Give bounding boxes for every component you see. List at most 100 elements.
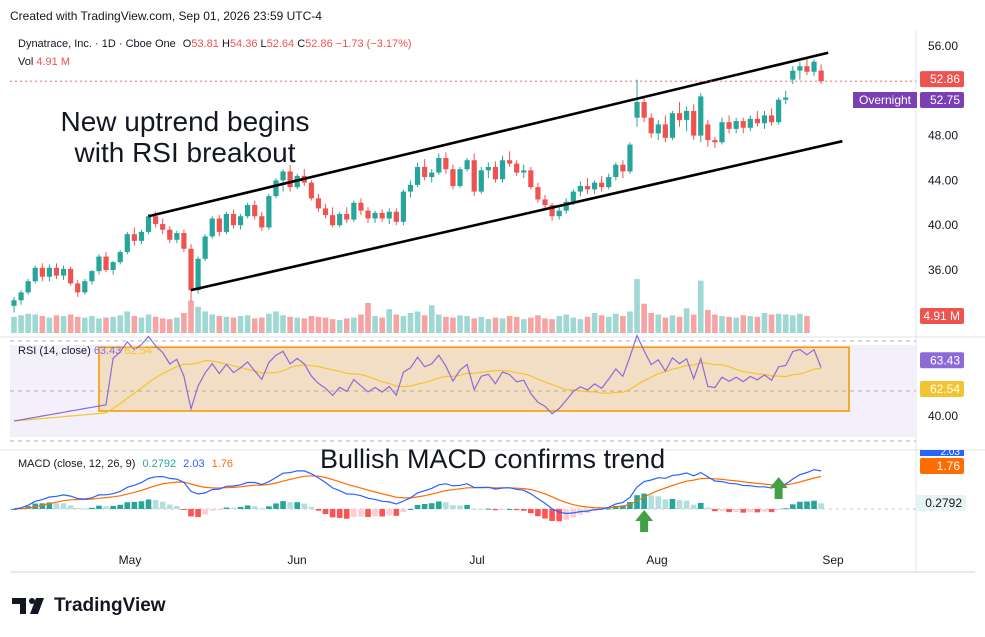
candle-body [53, 267, 60, 276]
volume-legend[interactable]: Vol 4.91 M [18, 56, 70, 68]
volume-tag: 4.91 M [923, 309, 960, 323]
volume-bar [386, 309, 393, 333]
candle-body [726, 122, 732, 129]
volume-bar [705, 309, 711, 333]
macd-histogram-bar [754, 509, 761, 513]
volume-bar [11, 316, 17, 333]
candle-body [521, 170, 527, 173]
candle-body [422, 166, 428, 178]
macd-histogram-bar [634, 495, 640, 509]
volume-bar [605, 316, 612, 333]
macd-histogram-bar [308, 506, 315, 509]
volume-bar [726, 316, 732, 333]
volume-bar [520, 319, 527, 333]
volume-bar [775, 313, 782, 333]
volume-bar [209, 314, 216, 333]
hist-value: 0.2792 [142, 458, 177, 470]
tradingview-logo-icon [12, 598, 44, 614]
macd-histogram-bar [471, 508, 477, 510]
uptrend-annotation: New uptrend begins with RSI breakout [52, 106, 318, 168]
volume-bar [613, 313, 619, 333]
candle-body [719, 122, 725, 143]
volume-bar [216, 316, 223, 333]
macd-legend[interactable]: MACD (close, 12, 26, 9) 0.2792 2.03 1.76 [18, 458, 233, 470]
volume-bar [697, 280, 704, 333]
candle-body [747, 118, 753, 128]
macd-histogram-bar [542, 509, 548, 519]
macd-histogram-bar [53, 503, 60, 509]
volume-bar [96, 318, 102, 333]
macd-histogram-bar [386, 509, 393, 516]
volume-bar [542, 318, 548, 333]
candle-body [400, 191, 406, 222]
macd-histogram-bar [690, 504, 697, 509]
candle-body [195, 258, 201, 291]
rsi-legend[interactable]: RSI (14, close) 63.43 62.54 [18, 345, 152, 357]
volume-bar [740, 315, 747, 333]
macd-value-tag: 2.03 [941, 447, 961, 458]
volume-bar [18, 315, 24, 333]
open-label: O [182, 38, 192, 50]
macd-histogram-bar [712, 509, 718, 512]
volume-bar [754, 316, 761, 333]
macd-line [13, 469, 822, 515]
price-tick-label: 48.00 [928, 129, 958, 143]
macd-histogram-bar [804, 501, 810, 509]
macd-annotation: Bullish MACD confirms trend [320, 444, 666, 474]
volume-bar [124, 311, 131, 333]
rsi-ma-tag: 62.54 [930, 382, 960, 396]
candle-body [273, 180, 279, 197]
candle-body [223, 214, 229, 232]
volume-bar [506, 316, 513, 333]
candle-body [75, 283, 81, 293]
volume-bar [790, 315, 796, 333]
candle-body [712, 140, 718, 143]
macd-histogram-bar [174, 506, 180, 509]
overnight-price-tag-bg [920, 92, 964, 108]
macd-histogram-bar [520, 509, 527, 511]
candle-body [662, 124, 668, 138]
month-label: Sep [822, 553, 844, 567]
candle-body [209, 218, 215, 237]
volume-bar [351, 317, 357, 333]
macd-histogram-bar [747, 509, 754, 513]
candle-body [457, 169, 463, 186]
macd-histogram-bar [740, 509, 747, 513]
macd-histogram-bar [237, 506, 244, 509]
vol-label: Vol [18, 56, 34, 68]
macd-histogram-bar [365, 509, 371, 518]
volume-bar [428, 305, 435, 333]
candle-body [266, 196, 272, 228]
macd-histogram-bar [818, 503, 824, 509]
macd-histogram-bar [145, 499, 152, 509]
volume-bar [768, 314, 775, 333]
volume-bar [103, 317, 109, 333]
macd-histogram-bar [195, 509, 201, 518]
candle-body [39, 267, 45, 277]
candle-body [492, 166, 499, 180]
volume-bar [478, 316, 485, 333]
volume-bar [39, 316, 46, 333]
macd-histogram-bar [457, 505, 463, 509]
candle-body [160, 224, 166, 230]
volume-bar [584, 316, 591, 333]
symbol-legend[interactable]: Dynatrace, Inc. · 1D · Cboe One O53.81 H… [18, 38, 412, 50]
candle-body [89, 271, 95, 282]
macd-histogram-bar [761, 509, 768, 512]
overnight-label-bg [853, 92, 917, 108]
candle-body [245, 205, 251, 217]
volume-bar [620, 316, 626, 333]
volume-bar [251, 318, 258, 333]
volume-bar [641, 303, 647, 333]
volume-bar [379, 317, 385, 333]
candle-body [507, 160, 513, 164]
histogram-tag: 0.2792 [925, 496, 962, 510]
candle-body [117, 252, 123, 263]
high-label: H [221, 38, 230, 50]
tradingview-logo[interactable]: TradingView [12, 595, 166, 617]
candle-body [556, 210, 562, 217]
candle-body [648, 117, 654, 134]
candle-body [698, 96, 704, 136]
volume-bar [591, 312, 598, 333]
macd-histogram-bar [159, 501, 166, 509]
